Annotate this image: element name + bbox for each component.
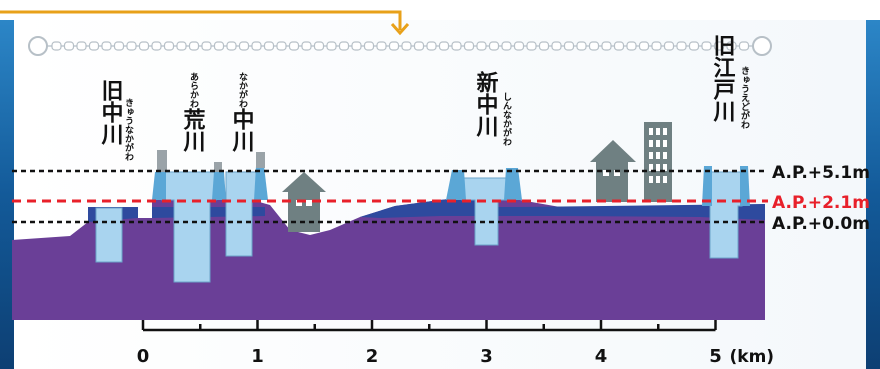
- chain-end-right: [752, 36, 772, 56]
- river-name: 新中川: [473, 70, 500, 137]
- levee-arakawa-left: [152, 172, 166, 200]
- tick-label-2: 2: [366, 346, 379, 367]
- water-band: [88, 196, 765, 222]
- ground-profile: [12, 196, 765, 320]
- river-reading: きゅうなかがわ: [123, 98, 134, 161]
- levee-kyuedogawa-left: [702, 166, 712, 206]
- river-channels: [95, 171, 743, 283]
- tick-label-1: 1: [251, 346, 264, 367]
- level-label-1: A.P.+2.1m: [772, 193, 870, 213]
- sea-left: [0, 20, 14, 369]
- levees: [152, 166, 750, 206]
- house-icon: [282, 172, 326, 232]
- orange-arrow: [0, 10, 410, 36]
- level-label-2: A.P.+0.0m: [772, 214, 870, 234]
- river-name: 中川: [229, 108, 256, 152]
- tick-label-3: 3: [480, 346, 493, 367]
- river-name: 荒川: [180, 108, 207, 152]
- channel-kyuedogawa: [709, 171, 743, 259]
- river-name: 旧中川: [98, 79, 125, 145]
- axis-unit: (km): [730, 347, 775, 367]
- house-icon: [590, 140, 636, 202]
- tick-label-0: 0: [137, 346, 150, 367]
- river-reading: きゅうえどがわ: [739, 66, 750, 129]
- x-axis: 0 1 2 3 4 5 (km): [137, 320, 774, 367]
- river-reading: なかがわ: [237, 72, 248, 108]
- levee-nakagawa-right: [254, 166, 268, 200]
- levee-shinnakagawa-left: [446, 170, 466, 200]
- channel-nakagawa: [225, 171, 257, 257]
- levee-kyuedogawa-right: [740, 166, 750, 206]
- chain-end-left: [28, 36, 48, 56]
- building-icon: [644, 122, 672, 202]
- level-lines: A.P.+5.1m A.P.+2.1mA.P.+0.0m: [12, 163, 870, 234]
- river-name: 旧江戸川: [710, 34, 737, 122]
- river-label-1: 旧中川 きゅうなかがわ: [98, 79, 134, 161]
- sea-right: [866, 20, 880, 369]
- flood-walls: [157, 150, 265, 172]
- levee-arakawa-right: [212, 172, 226, 200]
- river-reading: あらかわ: [188, 72, 199, 108]
- channel-kyunakagawa: [95, 207, 123, 263]
- chain-line: [28, 36, 772, 56]
- river-label-5: 旧江戸川 きゅうえどがわ: [710, 34, 750, 129]
- tick-label-4: 4: [595, 346, 608, 367]
- river-reading: しんなかがわ: [501, 92, 512, 146]
- tick-label-5: 5: [709, 346, 722, 367]
- levee-shinnakagawa-right: [504, 168, 522, 200]
- level-label-0: A.P.+5.1m: [772, 163, 870, 183]
- river-label-4: 新中川 しんなかがわ: [473, 70, 512, 146]
